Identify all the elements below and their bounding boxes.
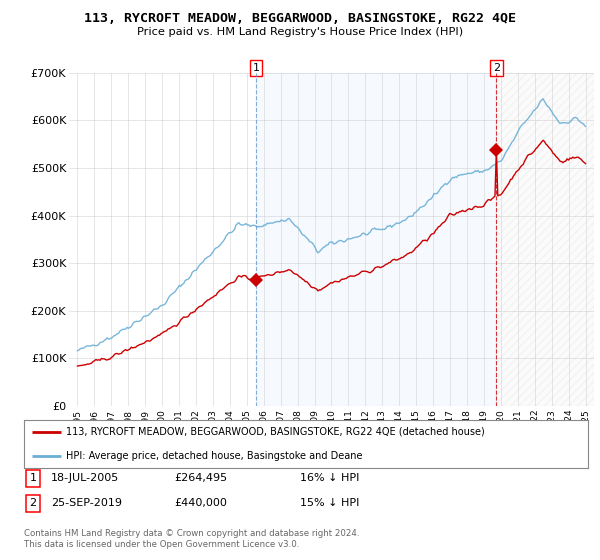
Text: 18-JUL-2005: 18-JUL-2005 bbox=[51, 473, 119, 483]
Text: Price paid vs. HM Land Registry's House Price Index (HPI): Price paid vs. HM Land Registry's House … bbox=[137, 27, 463, 37]
Text: 25-SEP-2019: 25-SEP-2019 bbox=[51, 498, 122, 508]
Text: Contains HM Land Registry data © Crown copyright and database right 2024.
This d: Contains HM Land Registry data © Crown c… bbox=[24, 529, 359, 549]
Text: 113, RYCROFT MEADOW, BEGGARWOOD, BASINGSTOKE, RG22 4QE (detached house): 113, RYCROFT MEADOW, BEGGARWOOD, BASINGS… bbox=[66, 427, 485, 437]
Text: HPI: Average price, detached house, Basingstoke and Deane: HPI: Average price, detached house, Basi… bbox=[66, 451, 363, 461]
Text: 1: 1 bbox=[29, 473, 37, 483]
Text: 15% ↓ HPI: 15% ↓ HPI bbox=[300, 498, 359, 508]
Text: 2: 2 bbox=[493, 63, 500, 73]
Text: 2: 2 bbox=[29, 498, 37, 508]
Text: 113, RYCROFT MEADOW, BEGGARWOOD, BASINGSTOKE, RG22 4QE: 113, RYCROFT MEADOW, BEGGARWOOD, BASINGS… bbox=[84, 12, 516, 25]
Text: 1: 1 bbox=[253, 63, 259, 73]
Bar bbox=[496, 73, 594, 406]
Text: £264,495: £264,495 bbox=[174, 473, 227, 483]
Bar bbox=[496, 73, 594, 406]
Text: 16% ↓ HPI: 16% ↓ HPI bbox=[300, 473, 359, 483]
Bar bbox=[256, 73, 496, 406]
Text: £440,000: £440,000 bbox=[174, 498, 227, 508]
